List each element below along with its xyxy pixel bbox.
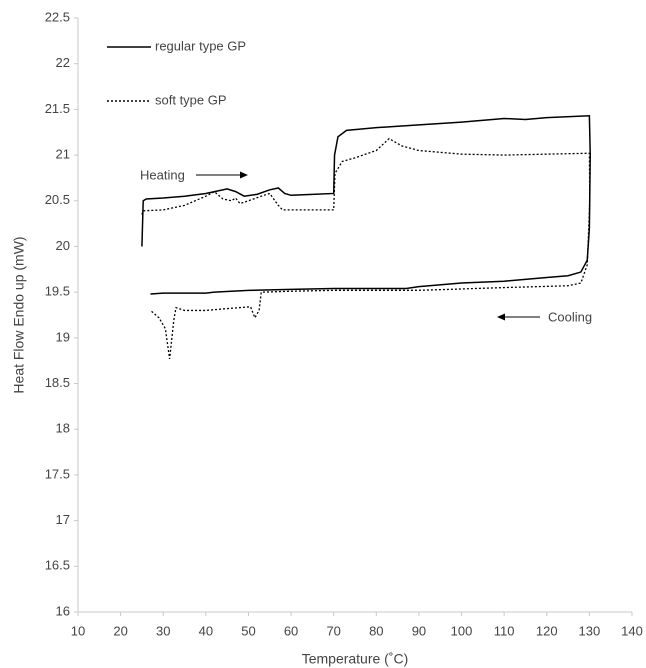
legend-label: soft type GP [155,92,227,107]
x-tick-label: 60 [284,623,298,638]
y-axis-title: Heat Flow Endo up (mW) [11,236,27,393]
x-tick-label: 20 [113,623,127,638]
y-tick-label: 21.5 [45,101,70,116]
y-tick-label: 20 [56,238,70,253]
y-tick-label: 17 [56,512,70,527]
y-tick-label: 18.5 [45,375,70,390]
y-tick-label: 19.5 [45,284,70,299]
arrow-head [240,171,248,179]
x-tick-label: 10 [71,623,85,638]
x-axis-title: Temperature (˚C) [302,651,409,667]
y-tick-label: 16.5 [45,558,70,573]
x-tick-label: 110 [494,623,515,638]
arrow-head [497,313,505,321]
legend-label: regular type GP [155,38,246,53]
x-tick-label: 140 [621,623,643,638]
y-tick-label: 21 [56,147,70,162]
x-tick-label: 90 [412,623,426,638]
y-tick-label: 22 [56,55,70,70]
y-tick-label: 22.5 [45,9,70,24]
y-tick-label: 18 [56,421,70,436]
y-tick-label: 17.5 [45,466,70,481]
x-tick-label: 130 [579,623,601,638]
y-tick-label: 19 [56,329,70,344]
x-tick-label: 120 [536,623,558,638]
series-line [141,137,591,359]
x-tick-label: 70 [326,623,340,638]
annotation: Cooling [548,309,592,324]
x-tick-label: 30 [156,623,170,638]
annotation: Heating [140,167,185,182]
x-tick-label: 40 [199,623,213,638]
x-tick-label: 50 [241,623,255,638]
y-tick-label: 20.5 [45,192,70,207]
x-tick-label: 80 [369,623,383,638]
x-tick-label: 100 [451,623,473,638]
series-line [141,114,591,295]
y-tick-label: 16 [56,603,70,618]
